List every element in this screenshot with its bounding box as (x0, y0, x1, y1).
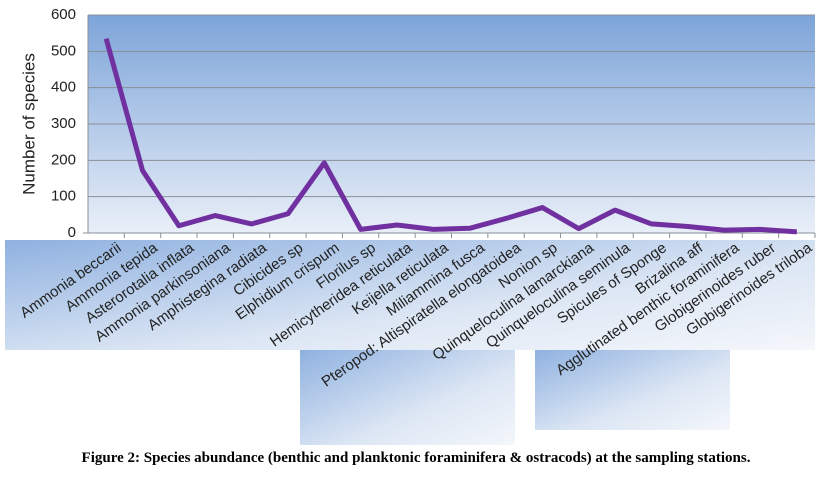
y-axis-label: Number of species (19, 53, 38, 195)
y-tick-label: 400 (51, 79, 76, 96)
y-tick-label: 0 (68, 224, 76, 241)
y-tick-label: 100 (51, 188, 76, 205)
label-area (5, 240, 815, 350)
label-area (300, 350, 515, 445)
y-tick-label: 600 (51, 6, 76, 23)
data-line (103, 37, 797, 235)
caption: Figure 2: Species abundance (benthic and… (82, 450, 751, 466)
y-tick-label: 500 (51, 42, 76, 59)
y-tick-label: 300 (51, 115, 76, 132)
y-tick-label: 200 (51, 151, 76, 168)
label-area (535, 350, 730, 430)
